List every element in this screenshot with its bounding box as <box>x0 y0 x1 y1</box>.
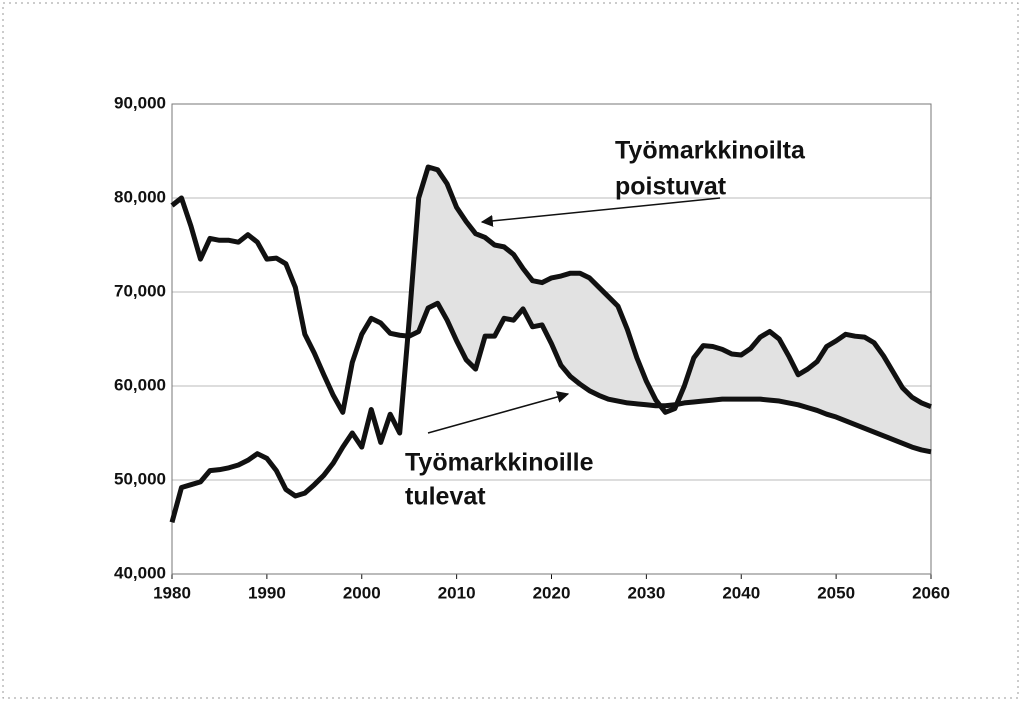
plot-frame <box>171 103 932 575</box>
annotation: poistuvat <box>615 173 727 201</box>
y-tick-label: 80,000 <box>114 187 166 206</box>
y-tick-label: 90,000 <box>114 93 166 112</box>
x-tick-label: 2050 <box>817 583 855 602</box>
x-tick-label: 2030 <box>627 583 665 602</box>
fill-between <box>172 166 931 452</box>
x-tick-label: 1980 <box>153 583 191 602</box>
series-line <box>170 195 932 455</box>
y-tick-label: 40,000 <box>114 563 166 582</box>
x-tick-label: 2040 <box>722 583 760 602</box>
x-tick-label: 2060 <box>912 583 950 602</box>
x-tick-label: 2020 <box>533 583 571 602</box>
x-tick-label: 2000 <box>343 583 381 602</box>
annotation: tulevat <box>405 483 486 511</box>
y-tick-label: 70,000 <box>114 281 166 300</box>
annotation: Työmarkkinoille <box>405 449 594 477</box>
arrow <box>427 391 570 434</box>
x-tick-label: 2010 <box>438 583 476 602</box>
plot-area: 40,000 50,000 60,000 70,000 80,000 90,000 1980… <box>114 93 950 602</box>
y-tick-label: 50,000 <box>114 469 166 488</box>
x-tick-label: 1990 <box>248 583 286 602</box>
annotation: Työmarkkinoilta <box>615 137 806 165</box>
arrow <box>480 197 721 227</box>
y-tick-label: 60,000 <box>114 375 166 394</box>
series-line <box>169 164 932 523</box>
